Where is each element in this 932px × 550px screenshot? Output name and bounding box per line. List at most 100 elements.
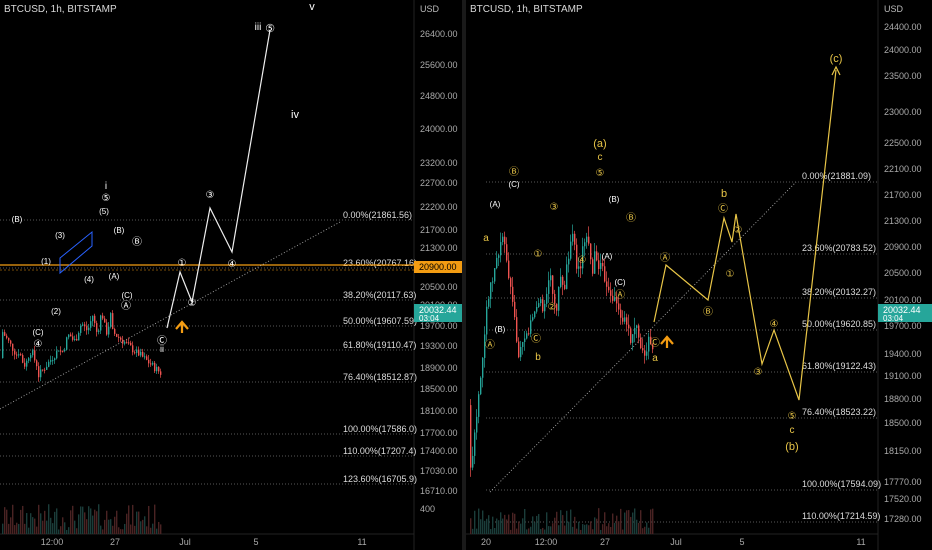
candle-body <box>36 360 38 367</box>
candle-body <box>50 360 52 362</box>
volume-bar <box>150 527 152 534</box>
candle-body <box>624 317 626 322</box>
symbol-title: BTCUSD, 1h, BITSTAMP <box>4 4 117 15</box>
candle-body <box>634 328 636 335</box>
candle-body <box>568 258 570 265</box>
blue-channel <box>59 230 93 275</box>
wave-label-proj-5: ⑤ <box>788 411 797 422</box>
volume-bar <box>638 522 640 534</box>
candle-body <box>76 338 78 341</box>
wave-label-v: v <box>309 1 315 13</box>
candle-body <box>120 337 122 340</box>
wave-label-proj-4: ④ <box>770 319 779 330</box>
candle-body <box>14 350 16 355</box>
fib-level-label: 110.00%(17207.4) <box>343 446 416 456</box>
projection-path <box>166 29 271 329</box>
volume-bar <box>544 529 546 534</box>
candle-body <box>16 354 18 356</box>
wave-label-proj-b: b <box>721 188 727 200</box>
volume-bar <box>552 523 554 534</box>
time-tick-label: 11 <box>357 537 366 547</box>
candle-body <box>500 242 502 256</box>
time-tick-label: Jul <box>179 537 191 547</box>
volume-bar <box>132 504 134 534</box>
projection-path <box>653 69 837 401</box>
candle-body <box>596 251 598 261</box>
candle-body <box>620 309 622 318</box>
fib-level-label: 100.00%(17586.0) <box>343 424 417 434</box>
price-tick-label: 18500.00 <box>420 384 458 394</box>
left-chart-canvas[interactable]: USD 26400.00 25600.00 24800.00 24000.00 23200… <box>0 0 462 550</box>
candle-body <box>156 366 158 372</box>
candle-body <box>502 236 504 243</box>
volume-bar <box>506 519 508 534</box>
candle-body <box>642 348 644 351</box>
candle-body <box>498 255 500 258</box>
volume-bar <box>472 528 474 534</box>
candle-body <box>28 358 30 361</box>
volume-bar <box>522 518 524 534</box>
fib-level-label: 38.20%(20132.27) <box>802 287 876 297</box>
candle-body <box>60 350 62 352</box>
candle-body <box>516 317 518 342</box>
volume-bar <box>538 514 540 534</box>
fib-level-label: 50.00%(19607.59) <box>343 316 417 326</box>
wave-label-circle-C-2: Ⓒ <box>650 337 660 349</box>
candle-body <box>48 361 50 367</box>
volume-bar <box>146 526 148 534</box>
volume-bar <box>580 529 582 534</box>
volume-bar <box>70 510 72 534</box>
chart-pane-left[interactable]: USD 26400.00 25600.00 24800.00 24000.00 23200… <box>0 0 462 550</box>
wave-label-circle-5: ⑤ <box>596 168 605 179</box>
volume-bar <box>14 525 16 534</box>
volume-bar <box>22 505 24 534</box>
volume-bar <box>108 519 110 534</box>
volume-bar <box>634 508 636 534</box>
wave-label-a-2: a <box>652 353 658 364</box>
price-tick-label: 24000.00 <box>884 45 922 55</box>
candle-body <box>630 328 632 343</box>
volume-bar <box>42 520 44 534</box>
candle-body <box>492 281 494 283</box>
volume-bar <box>136 511 138 534</box>
volume-bar <box>570 509 572 534</box>
candle-body <box>484 334 486 358</box>
time-tick-label: 5 <box>739 537 744 547</box>
orange-up-arrow <box>175 320 189 333</box>
candle-body <box>62 350 64 352</box>
candle-body <box>482 357 484 378</box>
candle-body <box>152 362 154 365</box>
candle-body <box>520 346 522 358</box>
candle-body <box>638 325 640 338</box>
candle-body <box>626 317 628 325</box>
wave-label-paren-2: (2) <box>51 307 61 316</box>
volume-bar <box>602 524 604 534</box>
candle-body <box>30 355 32 359</box>
volume-bar <box>636 519 638 534</box>
volume-bar <box>54 511 56 534</box>
volume-bar <box>562 515 564 534</box>
pane-divider[interactable] <box>462 0 466 550</box>
price-tick-label: 19700.00 <box>884 321 922 331</box>
candle-body <box>556 303 558 311</box>
candle-body <box>600 262 602 269</box>
wave-label-iii: iii <box>255 22 262 33</box>
wave-label-circle-A-2: Ⓐ <box>615 289 625 301</box>
volume-bar <box>564 525 566 534</box>
candle-body <box>474 432 476 456</box>
volume-bar <box>148 505 150 534</box>
orange-up-arrow <box>660 335 674 348</box>
volume-bar <box>48 504 50 534</box>
volume-bar <box>482 510 484 534</box>
volume-bar <box>486 518 488 534</box>
volume-bar <box>516 528 518 534</box>
volume-bar <box>78 514 80 534</box>
time-tick-label: 20 <box>481 537 491 547</box>
volume-bar <box>642 528 644 534</box>
chart-pane-right[interactable]: USD 24400.00 24000.00 23500.00 23000.00 22500… <box>466 0 932 550</box>
volume-bar <box>44 510 46 534</box>
candle-body <box>24 362 26 367</box>
right-chart-canvas[interactable]: USD 24400.00 24000.00 23500.00 23000.00 22500… <box>466 0 932 550</box>
candle-body <box>572 233 574 242</box>
candle-body <box>608 286 610 291</box>
